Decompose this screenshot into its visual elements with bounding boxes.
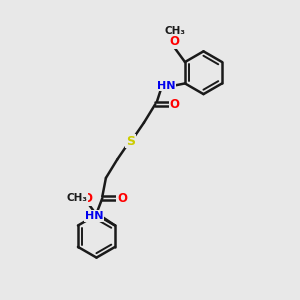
Text: CH₃: CH₃ [164,26,185,36]
Text: HN: HN [157,81,176,91]
Text: S: S [126,135,135,148]
Text: O: O [170,98,180,111]
Text: HN: HN [85,211,103,221]
Text: O: O [82,192,92,205]
Text: CH₃: CH₃ [67,194,88,203]
Text: O: O [170,35,180,48]
Text: O: O [117,192,127,205]
